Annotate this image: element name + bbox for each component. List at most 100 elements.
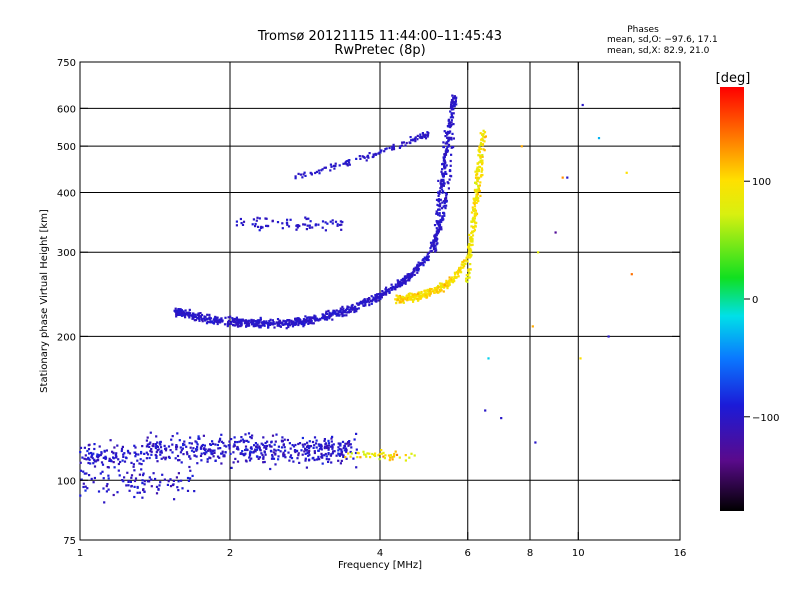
f-layer-o-echo <box>438 225 441 228</box>
e-layer-echo <box>237 448 240 451</box>
f-layer-o-echo <box>435 227 438 230</box>
f-layer-o-echo <box>440 185 443 188</box>
e-layer-echo <box>79 446 83 449</box>
f-layer-o-echo <box>331 318 334 321</box>
f-layer-o-echo <box>188 308 191 311</box>
f-layer-o-echo <box>448 136 451 140</box>
f-layer-o-echo <box>279 321 282 324</box>
f-layer-o-echo <box>355 302 359 305</box>
e-layer-echo <box>146 480 149 483</box>
e-layer-echo <box>207 449 210 452</box>
f-layer-x-echo <box>478 190 481 193</box>
f-layer-o-echo <box>199 312 202 315</box>
f-layer-o-echo <box>441 191 444 194</box>
e-layer-echo <box>324 452 327 456</box>
e-layer-echo <box>250 457 253 460</box>
e-layer-echo <box>180 461 183 464</box>
f-layer-o-echo <box>235 322 238 325</box>
f-layer-x-echo <box>467 252 470 255</box>
f-layer-x-echo <box>439 286 443 289</box>
e-layer-echo <box>318 444 321 447</box>
e-layer-echo <box>313 436 317 439</box>
sparse-echo <box>537 251 540 254</box>
f-layer-o-echo <box>371 298 374 301</box>
f-layer-o-echo <box>196 313 199 316</box>
multiple-hop-echo <box>405 141 408 145</box>
f-layer-o-echo <box>292 323 296 326</box>
e-layer-echo <box>297 442 300 446</box>
f-layer-o-echo <box>288 324 292 327</box>
f-layer-o-echo <box>268 322 271 325</box>
e-layer-echo <box>291 444 294 447</box>
f-layer-x-echo <box>473 205 477 208</box>
e-layer-echo <box>149 449 152 453</box>
f-layer-x-echo <box>397 296 400 299</box>
f-layer-x-echo <box>470 249 473 252</box>
f-layer-x-echo <box>448 278 451 282</box>
f-layer-x-echo <box>448 276 451 279</box>
f-layer-o-echo <box>435 234 438 237</box>
e-layer-echo <box>326 444 329 447</box>
f-layer-o-echo <box>350 304 353 307</box>
e-layer-echo <box>206 458 209 461</box>
e-layer-echo <box>138 473 141 476</box>
f-layer-o-echo <box>441 207 444 210</box>
f-layer-o-echo <box>193 315 197 318</box>
f-layer-x-echo <box>405 294 408 298</box>
e-layer-echo <box>188 442 191 445</box>
multiple-hop-echo <box>257 225 260 228</box>
e-layer-echo <box>297 454 300 457</box>
e-layer-echo <box>327 446 330 450</box>
f-layer-o-echo <box>285 322 288 325</box>
e-layer-echo <box>263 445 266 448</box>
e-layer-echo <box>199 454 203 457</box>
e-layer-echo <box>404 459 407 462</box>
e-layer-echo <box>320 452 323 455</box>
f-layer-o-echo <box>205 322 209 325</box>
multiple-hop-echo <box>392 143 395 146</box>
e-layer-echo <box>175 444 178 447</box>
f-layer-o-echo <box>433 224 437 227</box>
f-layer-x-echo <box>469 237 472 240</box>
f-layer-o-echo <box>346 305 349 308</box>
e-layer-echo <box>353 438 356 441</box>
f-layer-o-echo <box>423 256 426 259</box>
e-layer-echo <box>254 448 257 451</box>
e-layer-echo <box>236 446 239 449</box>
e-layer-echo <box>186 476 190 480</box>
e-layer-echo <box>323 454 326 457</box>
f-layer-o-echo <box>273 326 276 329</box>
e-layer-echo <box>156 449 159 452</box>
e-layer-echo <box>263 460 266 464</box>
sparse-echo <box>520 145 523 148</box>
e-layer-echo <box>88 443 91 446</box>
e-layer-echo <box>374 452 377 455</box>
f-layer-x-echo <box>428 289 431 292</box>
f-layer-o-echo <box>374 294 377 297</box>
f-layer-o-echo <box>184 316 187 319</box>
f-layer-o-echo <box>278 324 281 328</box>
e-layer-echo <box>93 447 96 451</box>
multiple-hop-echo <box>286 223 289 226</box>
f-layer-o-echo <box>444 150 447 153</box>
e-layer-echo <box>127 480 130 483</box>
f-layer-o-echo <box>415 267 418 270</box>
e-layer-echo <box>175 448 178 451</box>
e-layer-echo <box>258 445 261 448</box>
e-layer-echo <box>123 452 126 455</box>
f-layer-o-echo <box>447 122 450 125</box>
f-layer-o-echo <box>443 130 446 133</box>
sparse-echo <box>607 335 610 338</box>
e-layer-echo <box>117 458 120 461</box>
f-layer-o-echo <box>397 285 400 288</box>
e-layer-echo <box>380 449 383 452</box>
f-layer-x-echo <box>477 184 480 187</box>
e-layer-echo <box>150 453 153 456</box>
e-layer-echo <box>126 449 130 452</box>
e-layer-echo <box>355 466 358 469</box>
multiple-hop-echo <box>424 133 427 136</box>
f-layer-o-echo <box>434 247 437 250</box>
f-layer-o-echo <box>292 320 295 323</box>
e-layer-echo <box>254 450 257 453</box>
f-layer-o-echo <box>378 292 382 295</box>
